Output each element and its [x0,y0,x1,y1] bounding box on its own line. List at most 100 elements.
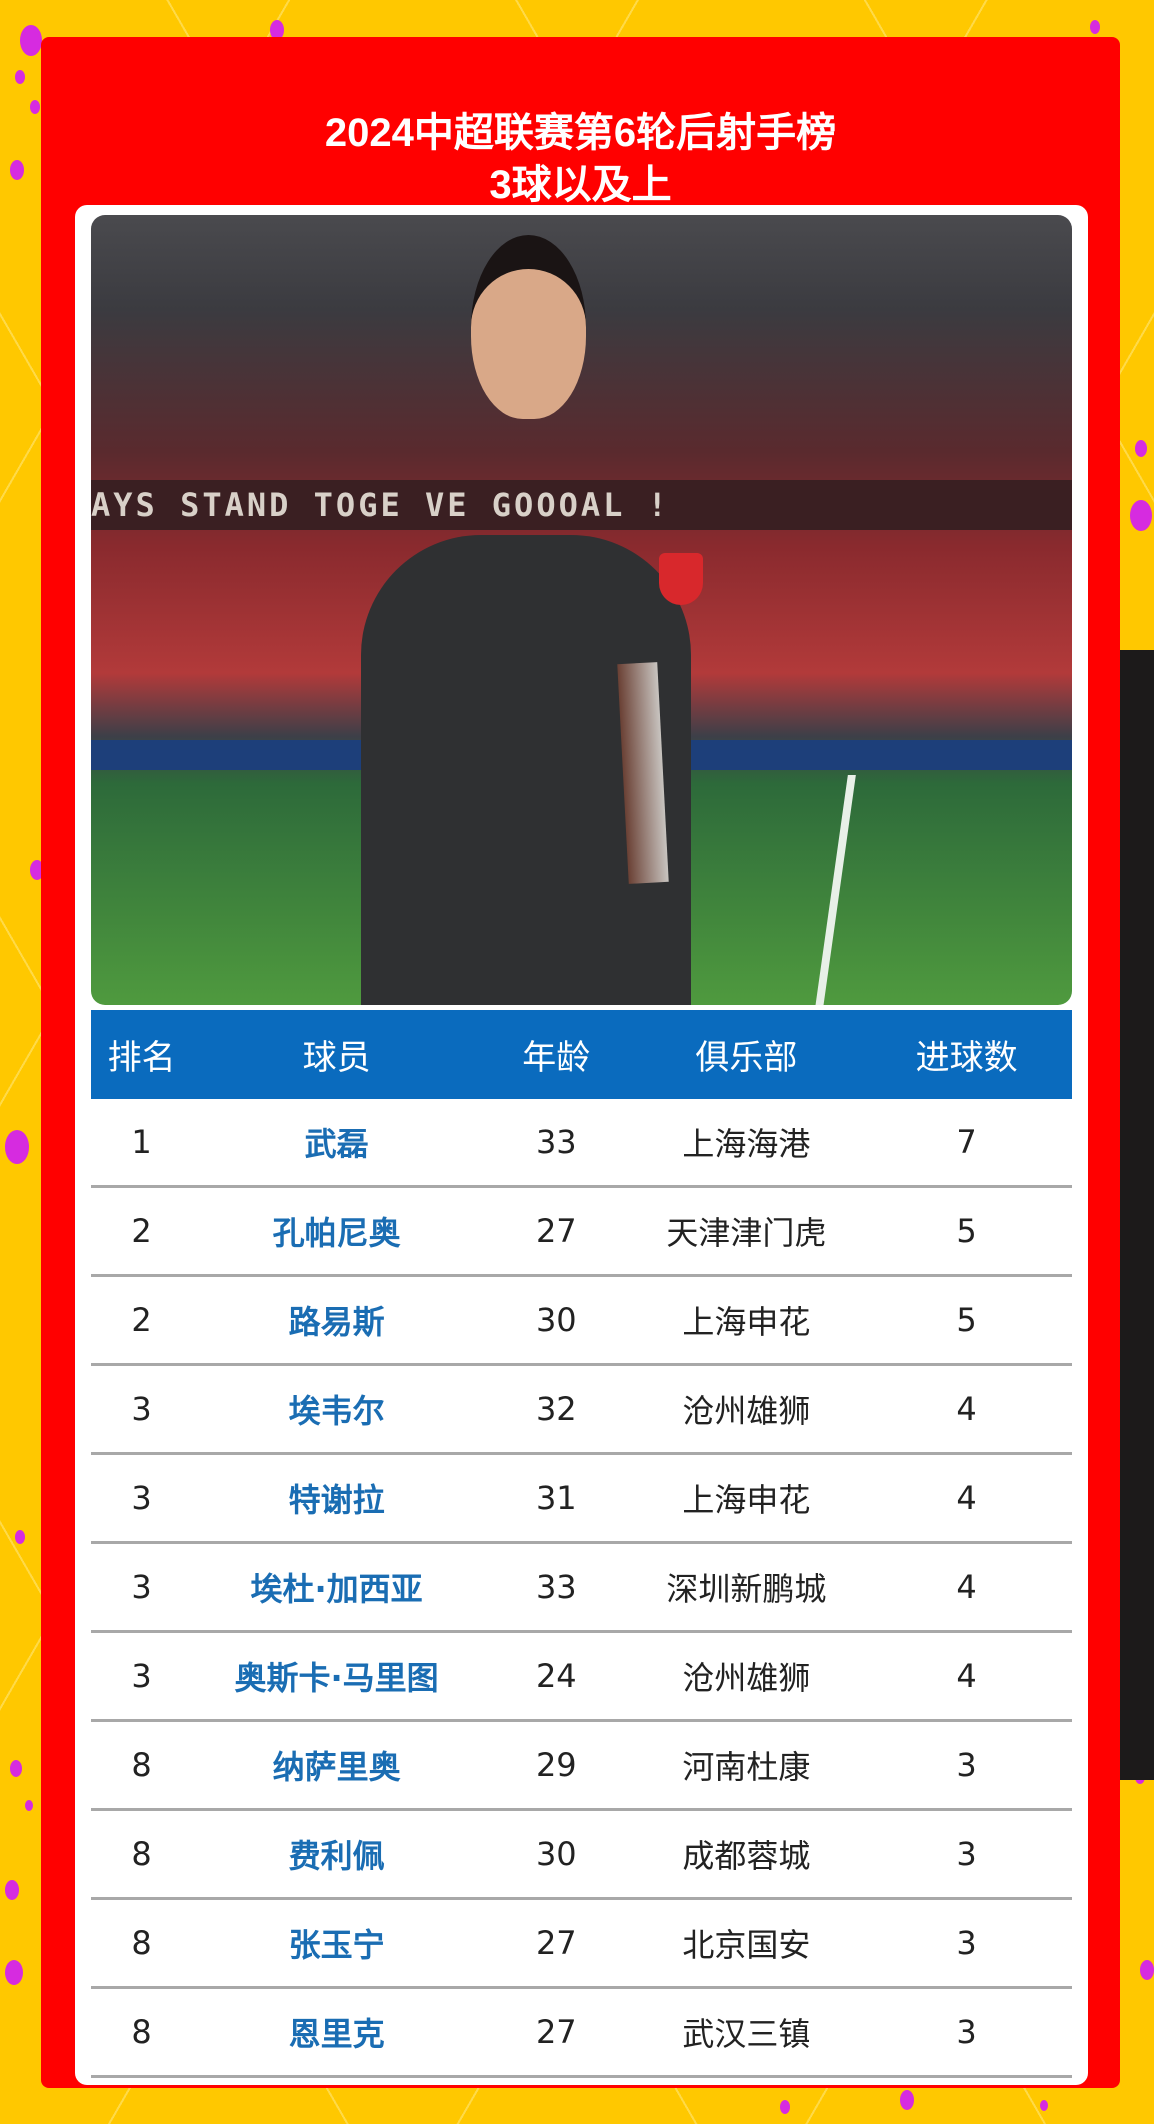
background-photo-edge [1120,650,1154,1780]
table-row: 1 武磊 33 上海海港 7 [91,1099,1072,1188]
stadium-banner: AYS STAND TOGE VE GOOOAL ! [91,480,1072,530]
cell-age: 24 [480,1631,632,1722]
header-rank: 排名 [91,1010,193,1099]
cell-age: 30 [480,1275,632,1366]
cell-club: 上海申花 [631,1453,862,1544]
header-player: 球员 [192,1010,481,1099]
confetti-dot [1135,440,1147,457]
confetti-dot [900,2090,914,2110]
cell-age: 27 [480,1186,632,1277]
cell-player: 张玉宁 [192,1898,481,1989]
cell-club: 北京国安 [631,1898,862,1989]
player-head [471,235,586,419]
cell-player: 武磊 [192,1099,481,1188]
cell-player: 埃杜·加西亚 [192,1542,481,1633]
confetti-dot [5,1880,19,1900]
confetti-dot [1090,20,1100,34]
cell-player: 纳萨里奥 [192,1720,481,1811]
cell-age: 27 [480,1987,632,2078]
confetti-dot [10,160,24,180]
page-title: 2024中超联赛第6轮后射手榜 3球以及上 [41,107,1120,211]
cell-club: 上海海港 [631,1099,862,1188]
header-goals: 进球数 [861,1010,1072,1099]
confetti-dot [5,1960,23,1986]
cell-rank: 8 [91,1720,193,1811]
cell-rank: 8 [91,1809,193,1900]
cell-age: 30 [480,1809,632,1900]
table-row: 8 恩里克 27 武汉三镇 3 [91,1987,1072,2078]
confetti-dot [20,25,42,56]
cell-player: 特谢拉 [192,1453,481,1544]
header-age: 年龄 [480,1010,632,1099]
cell-rank: 3 [91,1453,193,1544]
cell-rank: 3 [91,1631,193,1722]
cell-club: 沧州雄狮 [631,1364,862,1455]
cell-player: 孔帕尼奥 [192,1186,481,1277]
player-photo: AYS STAND TOGE VE GOOOAL ! [91,215,1072,1005]
cell-goals: 7 [861,1099,1072,1188]
cell-rank: 3 [91,1364,193,1455]
cell-goals: 4 [861,1631,1072,1722]
table-row: 8 费利佩 30 成都蓉城 3 [91,1809,1072,1900]
cell-age: 33 [480,1099,632,1188]
cell-goals: 4 [861,1364,1072,1455]
cell-age: 33 [480,1542,632,1633]
confetti-dot [1140,1960,1154,1980]
cell-rank: 2 [91,1275,193,1366]
confetti-dot [1130,500,1152,531]
cell-goals: 4 [861,1453,1072,1544]
confetti-dot [270,20,284,40]
table-row: 8 纳萨里奥 29 河南杜康 3 [91,1720,1072,1811]
cell-club: 成都蓉城 [631,1809,862,1900]
confetti-dot [780,2100,790,2114]
title-line-1: 2024中超联赛第6轮后射手榜 [324,111,837,155]
cell-goals: 3 [861,1809,1072,1900]
cell-club: 沧州雄狮 [631,1631,862,1722]
cell-club: 深圳新鹏城 [631,1542,862,1633]
cell-player: 奥斯卡·马里图 [192,1631,481,1722]
cell-age: 27 [480,1898,632,1989]
cell-club: 上海申花 [631,1275,862,1366]
cell-age: 31 [480,1453,632,1544]
cell-player: 恩里克 [192,1987,481,2078]
cell-age: 32 [480,1364,632,1455]
table-row: 3 埃杜·加西亚 33 深圳新鹏城 4 [91,1542,1072,1633]
confetti-dot [10,1760,22,1777]
table-row: 2 路易斯 30 上海申花 5 [91,1275,1072,1366]
confetti-dot [15,70,25,84]
table-row: 8 张玉宁 27 北京国安 3 [91,1898,1072,1989]
cell-rank: 2 [91,1186,193,1277]
cell-rank: 8 [91,1898,193,1989]
cell-age: 29 [480,1720,632,1811]
scorer-table: 排名 球员 年龄 俱乐部 进球数 1 武磊 33 上海海港 7 2 孔帕尼奥 27 天津津门虎 5… [91,1010,1072,2078]
confetti-dot [15,1530,25,1544]
confetti-dot [30,100,40,114]
confetti-dot [5,1130,29,1164]
table-row: 3 特谢拉 31 上海申花 4 [91,1453,1072,1544]
cell-goals: 4 [861,1542,1072,1633]
table-row: 2 孔帕尼奥 27 天津津门虎 5 [91,1186,1072,1277]
cell-rank: 3 [91,1542,193,1633]
cell-club: 天津津门虎 [631,1186,862,1277]
confetti-dot [25,1800,33,1812]
cell-rank: 8 [91,1987,193,2078]
cell-goals: 3 [861,1720,1072,1811]
cell-player: 埃韦尔 [192,1364,481,1455]
table-row: 3 奥斯卡·马里图 24 沧州雄狮 4 [91,1631,1072,1722]
title-line-2: 3球以及上 [489,163,672,207]
header-club: 俱乐部 [631,1010,862,1099]
confetti-dot [30,860,44,880]
cell-goals: 5 [861,1275,1072,1366]
cell-player: 路易斯 [192,1275,481,1366]
confetti-dot [1040,2100,1048,2112]
table-row: 3 埃韦尔 32 沧州雄狮 4 [91,1364,1072,1455]
cell-goals: 3 [861,1898,1072,1989]
club-badge-icon [659,553,703,605]
table-header: 排名 球员 年龄 俱乐部 进球数 [91,1010,1072,1099]
pitch-line [814,775,856,1005]
cell-goals: 3 [861,1987,1072,2078]
cell-club: 河南杜康 [631,1720,862,1811]
cell-club: 武汉三镇 [631,1987,862,2078]
cell-player: 费利佩 [192,1809,481,1900]
cell-goals: 5 [861,1186,1072,1277]
